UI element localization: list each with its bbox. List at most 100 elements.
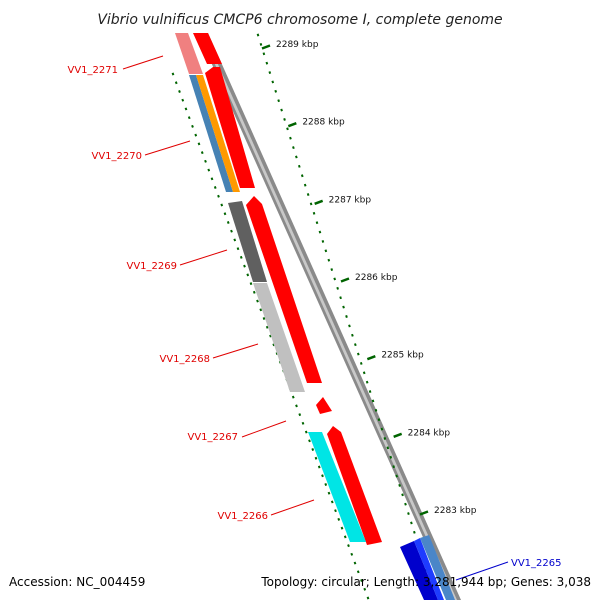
kbp-tick-label: 2283 kbp	[434, 506, 477, 516]
gene-label-2270: VV1_2270	[92, 151, 143, 162]
scale-dot	[330, 500, 334, 504]
scale-dot	[303, 183, 307, 187]
gene-label-2266: VV1_2266	[218, 511, 269, 522]
scale-dot	[304, 430, 308, 434]
scale-dot	[339, 296, 342, 300]
gene-block-cyan	[308, 432, 366, 542]
gene-label-lines	[122, 55, 509, 581]
scale-dot	[392, 465, 396, 469]
scale-dot	[171, 72, 175, 76]
scale-dot	[377, 418, 381, 422]
leader-line-2267	[241, 420, 287, 438]
scale-dot	[236, 247, 240, 251]
scale-dot	[360, 579, 363, 583]
scale-dot	[220, 203, 224, 207]
gene-block-blue	[189, 75, 233, 192]
scale-dot	[354, 343, 357, 347]
scale-dot	[295, 155, 298, 159]
scale-dot	[191, 124, 194, 128]
inner-genes	[175, 33, 455, 600]
scale-dot	[300, 174, 304, 178]
scale-dot	[252, 290, 256, 294]
scale-dot	[280, 108, 283, 112]
scale-dot	[327, 491, 331, 495]
scale-dot	[274, 89, 278, 93]
kbp-tick-mark	[287, 121, 297, 128]
kbp-tick-label: 2285 kbp	[381, 351, 424, 361]
scale-dot	[207, 168, 211, 172]
scale-dot	[291, 395, 295, 399]
scale-dot	[315, 221, 319, 225]
scale-dot	[210, 177, 214, 181]
leader-line-2266	[270, 499, 315, 516]
scale-dot	[292, 146, 295, 150]
scale-dot	[262, 52, 266, 56]
scale-dot	[256, 299, 259, 303]
scale-dot	[333, 277, 337, 281]
forward-gene-top	[193, 33, 222, 64]
scale-dot	[311, 448, 315, 452]
leader-line-2270	[144, 140, 191, 156]
scale-dot	[368, 390, 372, 394]
gene-label-2269: VV1_2269	[127, 261, 178, 272]
scale-dot	[345, 315, 348, 318]
scale-dot	[327, 258, 331, 262]
scale-dot	[194, 133, 198, 137]
scale-dot	[356, 570, 360, 574]
kbp-tick-mark	[261, 44, 271, 50]
scale-dot	[359, 361, 363, 365]
leader-line-2268	[212, 343, 259, 359]
scale-dot	[213, 186, 217, 190]
accession-text: Accession: NC_004459	[9, 575, 145, 589]
forward-gene-2266	[327, 426, 382, 545]
scale-dot	[265, 325, 269, 329]
scale-dot	[226, 220, 230, 224]
forward-gene-2270	[205, 67, 255, 188]
scale-dot	[262, 317, 266, 321]
scale-dot	[259, 42, 263, 46]
scale-dot	[386, 446, 390, 450]
scale-dot	[297, 164, 301, 168]
scale-dot	[348, 324, 351, 328]
scale-dot	[223, 212, 227, 216]
gene-block-blue-bright	[414, 538, 444, 600]
scale-dot	[383, 437, 387, 440]
gene-block-dark-gray	[228, 201, 267, 282]
scale-dot	[178, 89, 181, 93]
leader-line-2269	[179, 249, 228, 266]
gene-block-steel	[420, 535, 455, 600]
scale-dot	[330, 268, 334, 272]
kbp-tick-mark	[393, 432, 403, 439]
scale-dot	[321, 239, 325, 243]
scale-dot	[366, 596, 370, 600]
scale-dot	[334, 509, 337, 513]
scale-dot	[324, 482, 328, 486]
scale-dot	[243, 264, 246, 268]
backbone-track-highlight	[201, 33, 457, 600]
scale-dot	[217, 194, 220, 198]
scale-dot	[312, 211, 316, 215]
scale-dot	[272, 343, 276, 347]
scale-dot	[336, 286, 339, 290]
scale-dot	[197, 142, 201, 146]
scale-dot	[401, 493, 404, 497]
scale-dot	[301, 421, 305, 425]
scale-dot	[271, 80, 275, 84]
scale-dot	[184, 107, 188, 111]
gene-block-pink	[175, 33, 203, 74]
gene-block-orange	[196, 75, 240, 192]
kbp-ticks: 2289 kbp 2288 kbp 2287 kbp 2286 kbp 2285 kbp…	[261, 40, 477, 516]
scale-dot	[298, 413, 302, 417]
scale-dot	[324, 249, 328, 253]
gene-label-2271: VV1_2271	[68, 65, 119, 76]
map-title: Vibrio vulnificus CMCP6 chromosome I, co…	[97, 12, 502, 28]
scale-dot	[356, 352, 360, 356]
scale-dot	[398, 483, 401, 487]
scale-dot	[283, 118, 286, 121]
genome-summary-text: Topology: circular; Length: 3,281,944 bp…	[260, 575, 591, 589]
kbp-tick-label: 2288 kbp	[302, 118, 345, 128]
scale-dot	[286, 127, 289, 131]
scale-dot	[314, 456, 318, 460]
scale-dot	[380, 427, 384, 431]
scale-dot	[317, 465, 321, 469]
